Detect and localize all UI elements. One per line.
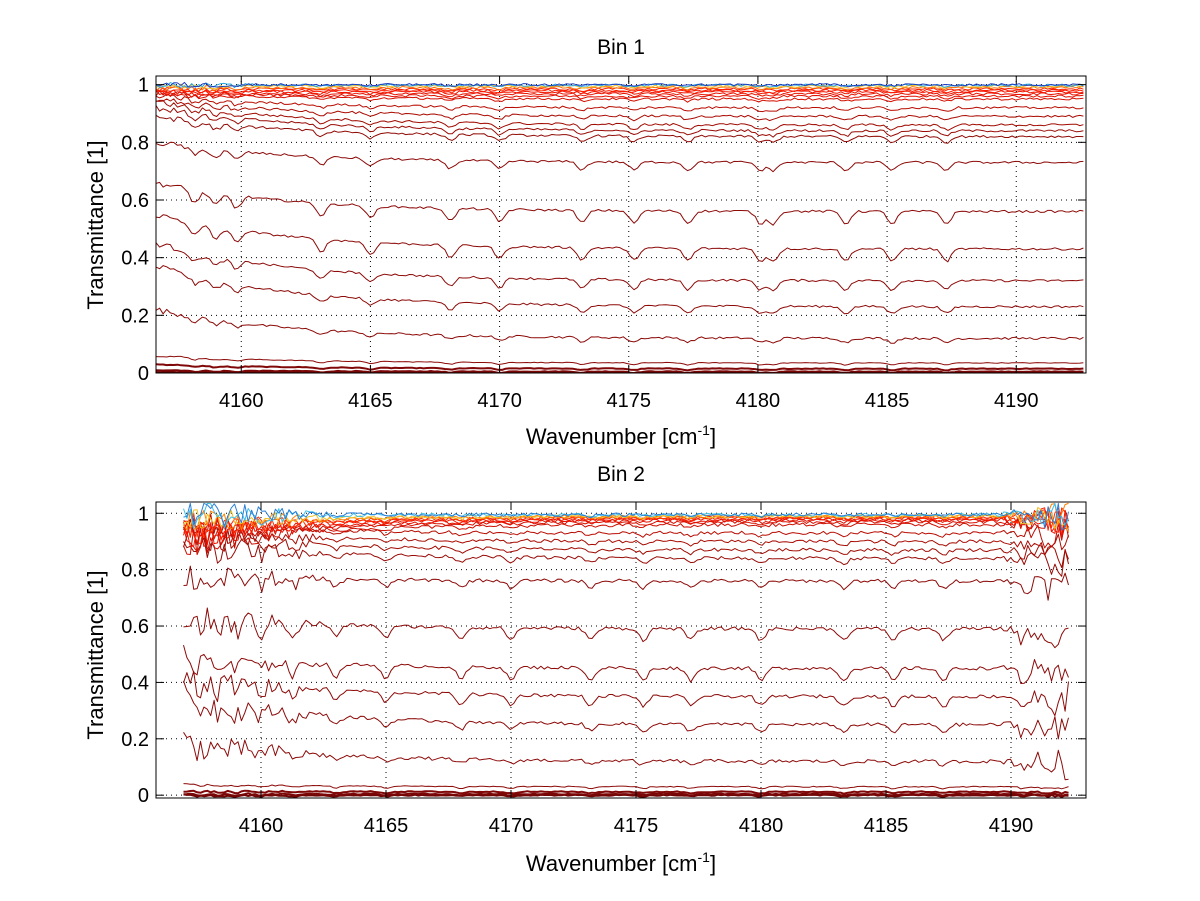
x-axis-label: Wavenumber [cm-1]	[526, 849, 716, 876]
y-tick-label: 0.8	[121, 560, 149, 582]
series-line-curve-15	[183, 565, 1069, 601]
series-line-curve-13	[156, 99, 1084, 131]
series-line-curve-19	[156, 242, 1084, 292]
series-line-curve-21	[156, 307, 1084, 344]
y-tick-label: 0.2	[121, 729, 149, 751]
x-axis-label-superscript: -1	[698, 849, 711, 865]
series-line-curve-08	[156, 90, 1084, 98]
subplot-title: Bin 2	[597, 463, 645, 486]
series-line-curve-17	[156, 181, 1084, 226]
series-line-curve-07	[156, 89, 1084, 96]
series-line-curve-22	[156, 355, 1084, 366]
axes-frame	[155, 75, 1087, 374]
x-tick-label: 4190	[994, 390, 1039, 412]
series-line-curve-22	[183, 789, 1069, 795]
x-tick-label: 4180	[739, 815, 784, 837]
series-line-curve-20	[156, 265, 1084, 315]
series-line-curve-11	[156, 93, 1084, 113]
y-tick-label: 1	[138, 503, 149, 525]
y-axis-label: Transmittance [1]	[83, 570, 108, 739]
x-axis-label-end: ]	[710, 851, 716, 876]
series-line-curve-09	[156, 89, 1084, 100]
y-tick-label: 0.6	[121, 190, 149, 212]
series-line-curve-24	[156, 369, 1084, 373]
subplot-bin-1: Bin 1 4160 4165 4170 4175 4180 4185 4190 0 0.2 0.…	[83, 36, 1087, 449]
x-tick-label: 4170	[477, 390, 522, 412]
x-tick-label: 4160	[239, 815, 284, 837]
series-line-curve-11	[183, 513, 1069, 549]
series-line-curve-19	[183, 680, 1069, 740]
x-axis-label-text: Wavenumber [cm	[526, 851, 698, 876]
x-tick-label: 4175	[607, 390, 652, 412]
series-line-curve-17	[183, 644, 1069, 684]
series-line-curve-14	[156, 105, 1084, 138]
series-line-curve-18	[183, 670, 1069, 717]
series-line-curve-12	[183, 519, 1069, 556]
axes-frame	[155, 501, 1087, 799]
series-line-curve-21	[183, 783, 1069, 790]
y-tick-label: 0	[138, 785, 149, 807]
series-line-curve-23	[183, 792, 1069, 797]
x-tick-label: 4180	[736, 390, 781, 412]
subplot-bin-2: Bin 2 4160 4165 4170 4175 4180 4185 4190 0 0.2 0.…	[83, 463, 1087, 876]
x-axis-label-end: ]	[710, 424, 716, 449]
y-tick-label: 1	[138, 75, 149, 97]
series-line-curve-13	[183, 518, 1069, 569]
x-axis-label: Wavenumber [cm-1]	[526, 422, 716, 449]
series-line-curve-20	[183, 732, 1069, 781]
x-tick-label: 4185	[865, 390, 910, 412]
y-tick-label: 0.4	[121, 248, 149, 270]
series-line-curve-16	[156, 141, 1084, 173]
x-axis-label-superscript: -1	[698, 422, 711, 438]
y-tick-label: 0.6	[121, 616, 149, 638]
series-line-curve-05	[183, 507, 1069, 539]
series-line-curve-10	[183, 516, 1069, 556]
x-tick-label: 4185	[864, 815, 909, 837]
y-axis-label: Transmittance [1]	[83, 140, 108, 309]
x-tick-label: 4190	[989, 815, 1034, 837]
x-tick-label: 4175	[614, 815, 659, 837]
y-tick-label: 0.8	[121, 132, 149, 154]
series-line-curve-16	[183, 607, 1069, 649]
series-line-curve-04	[156, 85, 1084, 92]
y-tick-label: 0	[138, 363, 149, 385]
series-line-curve-08	[183, 509, 1069, 540]
series-line-curve-23	[156, 363, 1084, 372]
series-line-curve-01	[183, 502, 1069, 531]
x-tick-label: 4170	[489, 815, 534, 837]
x-tick-label: 4160	[219, 390, 264, 412]
series-line-curve-01	[156, 81, 1084, 88]
x-tick-label: 4165	[348, 390, 393, 412]
series-line-curve-15	[156, 114, 1084, 144]
x-axis-label-text: Wavenumber [cm	[526, 424, 698, 449]
series-line-curve-18	[156, 214, 1084, 263]
y-tick-label: 0.4	[121, 672, 149, 694]
series-line-curve-14	[183, 537, 1069, 577]
subplot-title: Bin 1	[597, 36, 645, 59]
y-tick-label: 0.2	[121, 305, 149, 327]
series-line-curve-10	[156, 90, 1084, 103]
x-tick-label: 4165	[364, 815, 409, 837]
series-line-curve-12	[156, 98, 1084, 122]
